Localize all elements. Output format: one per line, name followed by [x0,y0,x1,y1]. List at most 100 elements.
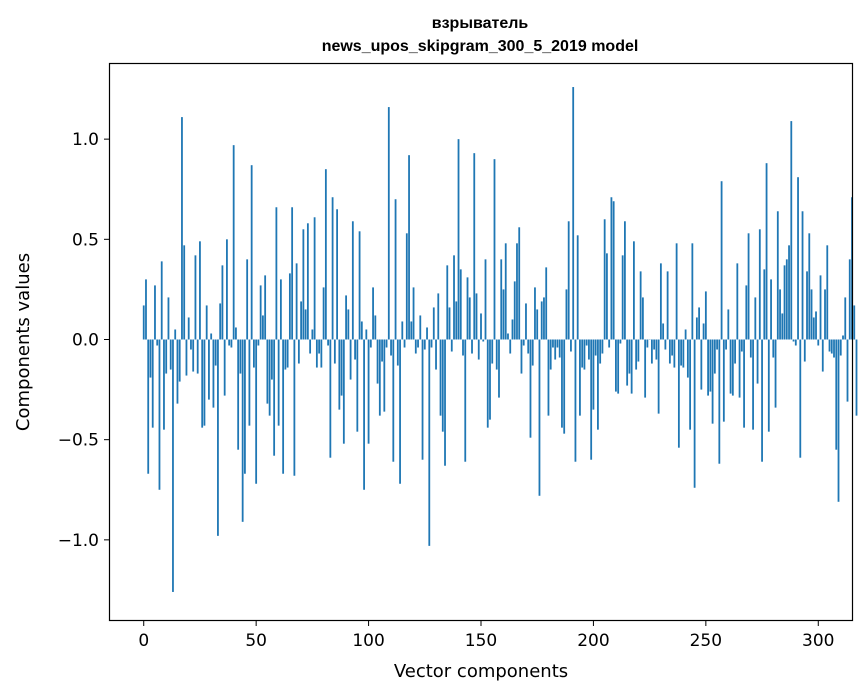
bar [477,339,480,360]
bar [365,329,368,340]
bar [480,313,482,340]
bar [504,243,507,340]
bar [698,307,700,340]
x-axis-label: Vector components [394,661,568,682]
bar [176,339,179,404]
bar [639,271,642,340]
plot-frame [108,62,854,622]
bar [174,329,177,340]
bar [770,279,772,340]
bar [232,145,235,340]
bar [788,245,790,340]
bar [333,339,336,364]
bar [473,153,476,340]
bar [444,339,446,466]
bar [545,267,548,340]
bar [367,339,370,444]
y-tick-label: 1.0 [72,130,99,150]
bar [309,339,312,354]
y-axis-ticks: −1.0 −0.5 0.0 0.5 1.0 [58,130,110,551]
bar [761,339,763,462]
bar [709,339,712,392]
x-axis-ticks: 0 50 100 150 200 250 300 [138,620,834,651]
y-tick-label: 0.5 [72,230,99,250]
bar [543,297,545,340]
bar [498,339,500,398]
bar [509,339,512,354]
bar [403,339,406,348]
bar [615,339,617,392]
bar [689,339,692,430]
bar [466,277,469,340]
bar [794,339,797,346]
bar [360,321,363,340]
bar [507,333,509,340]
bar [190,339,192,350]
bar [318,339,321,354]
bar [686,339,689,378]
bar [736,263,739,340]
bar [756,339,759,384]
bar [797,177,799,340]
bar [592,339,595,410]
bar [208,339,210,400]
x-tick-label: 0 [138,631,149,651]
bar [484,259,487,340]
bar [385,339,388,348]
bar [291,207,294,340]
bar [684,329,687,340]
bar [522,339,525,346]
bar [237,339,240,450]
bar [635,339,638,370]
bar [806,271,808,340]
bar [513,281,516,340]
bar [412,287,415,340]
bar [394,199,397,340]
bar [790,121,793,340]
bar [262,315,264,340]
bar [147,339,150,474]
bar [516,243,518,340]
bar [610,197,613,340]
bar [799,339,802,458]
bar [803,339,806,362]
bar [525,303,527,340]
bar [680,339,683,366]
bar [374,315,377,340]
bar [707,339,709,396]
bar [160,261,163,340]
bar [475,293,478,340]
bar [783,265,786,340]
bar [329,339,332,458]
x-tick-label: 100 [352,631,384,651]
bar [277,339,280,426]
bar [702,323,705,340]
bar [846,339,849,402]
bar [282,339,285,474]
bar [349,339,352,380]
bar [682,339,685,368]
bar [441,339,444,432]
bar [205,305,208,340]
bar [414,339,417,354]
bar [603,219,606,340]
bar [624,221,626,340]
bar [579,339,581,416]
bar [520,339,523,374]
bar [810,289,813,340]
chart-subtitle: news_upos_skipgram_300_5_2019 model [322,38,639,55]
bar [774,339,777,408]
bar [576,235,579,340]
bar [489,339,491,420]
bar [270,339,273,380]
bar [457,139,460,340]
bar [163,339,165,430]
bar [729,339,732,394]
bar [641,297,644,340]
bar [430,339,433,348]
bar [358,231,361,340]
bar [486,339,489,428]
bar [815,311,817,340]
bar [165,339,168,374]
bar [621,255,624,340]
